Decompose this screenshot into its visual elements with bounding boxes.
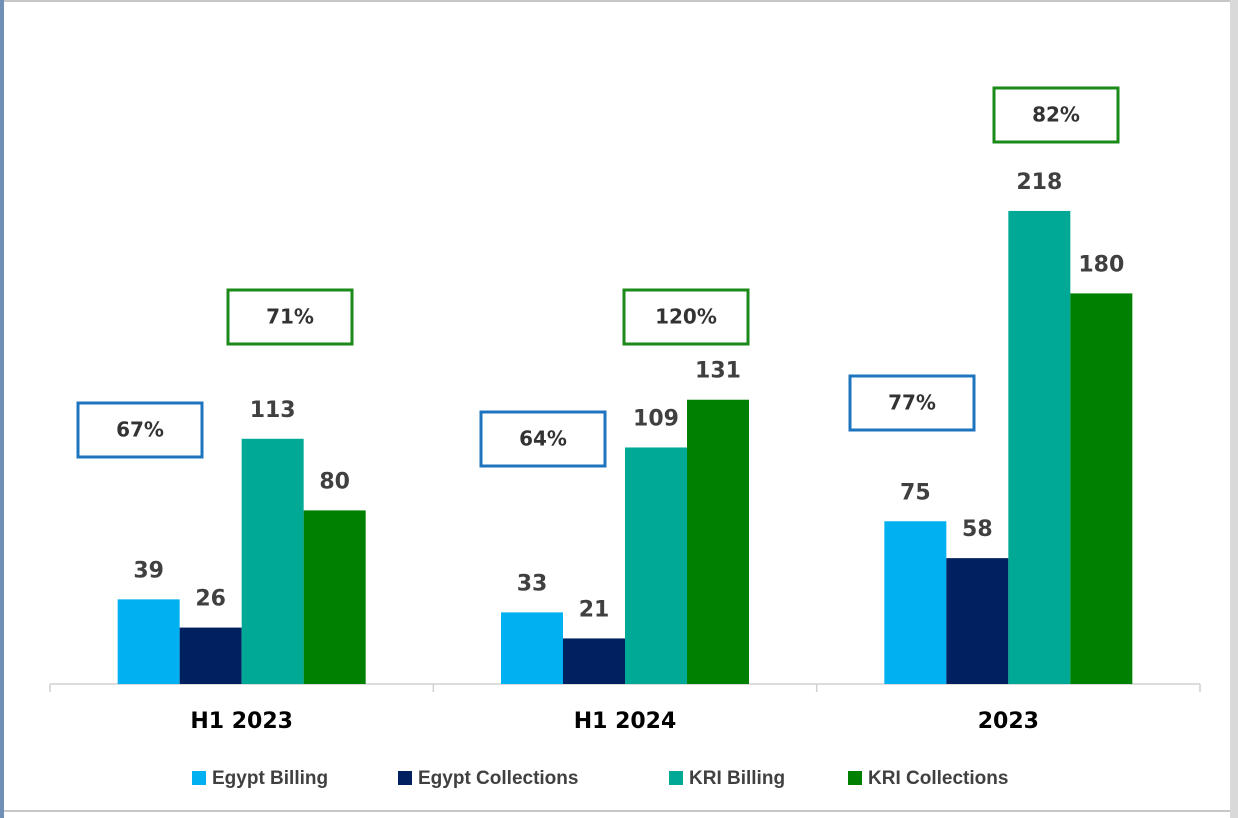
x-tick-label: H1 2023 — [190, 709, 293, 734]
value-label: 80 — [319, 469, 350, 494]
bar — [303, 510, 366, 684]
value-label: 26 — [195, 587, 226, 612]
bar — [687, 399, 749, 684]
value-label: 131 — [695, 359, 741, 384]
bar — [501, 612, 563, 684]
ratio-box — [848, 374, 976, 432]
ratio-label: 64% — [519, 427, 567, 451]
bar — [563, 638, 625, 684]
x-tick-label: 2023 — [978, 709, 1039, 734]
ratio-label: 71% — [266, 305, 314, 329]
legend-swatch — [192, 771, 206, 785]
ratio-box — [226, 288, 354, 346]
ratio-box — [992, 86, 1120, 144]
legend-swatch — [669, 771, 683, 785]
legend-label: KRI Billing — [689, 768, 785, 789]
value-label: 58 — [962, 517, 993, 542]
value-label: 75 — [900, 480, 931, 505]
bar — [884, 521, 947, 684]
x-tick-label: H1 2024 — [574, 709, 677, 734]
legend-label: Egypt Collections — [418, 768, 578, 789]
value-label: 218 — [1016, 170, 1062, 195]
value-label: 21 — [579, 597, 610, 622]
value-label: 180 — [1078, 252, 1124, 277]
ratio-label: 120% — [655, 305, 717, 329]
ratio-label: 77% — [888, 391, 936, 415]
bar — [117, 599, 180, 684]
ratio-box — [76, 401, 204, 459]
value-label: 109 — [633, 406, 679, 431]
legend-swatch — [848, 771, 862, 785]
value-label: 33 — [517, 571, 548, 596]
bar — [179, 627, 242, 684]
bar — [625, 447, 687, 684]
bar — [241, 438, 304, 684]
legend-label: KRI Collections — [868, 768, 1008, 789]
bar — [1070, 293, 1133, 684]
frame-edge — [0, 0, 4, 818]
value-label: 39 — [133, 558, 164, 583]
value-label: 113 — [250, 398, 296, 423]
frame-shadow — [1230, 0, 1238, 818]
ratio-box — [479, 410, 607, 468]
legend-label: Egypt Billing — [212, 768, 328, 789]
legend-swatch — [398, 771, 412, 785]
bar — [946, 558, 1009, 684]
bar — [1008, 210, 1071, 684]
ratio-box — [622, 288, 750, 346]
ratio-label: 67% — [116, 418, 164, 442]
ratio-label: 82% — [1032, 103, 1080, 127]
